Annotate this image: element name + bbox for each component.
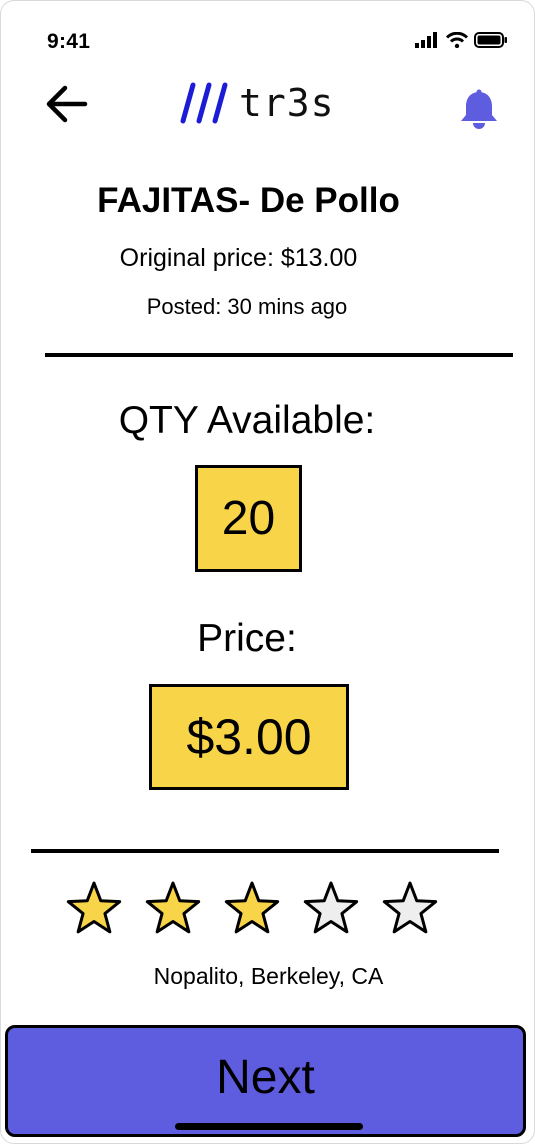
status-icons [414,32,508,48]
location-text: Nopalito, Berkeley, CA [153,963,384,989]
logo-slashes-icon [180,82,228,124]
price-label: Price: [197,617,297,660]
next-button[interactable]: Next [5,1025,526,1137]
qty-label: QTY Available: [118,399,376,442]
status-bar: 9:41 [1,1,534,71]
price-value-box: $3.00 [149,684,349,790]
next-button-label: Next [216,1050,315,1104]
qty-value-box: 20 [195,465,302,572]
notifications-button[interactable] [457,89,501,131]
wifi-icon [446,32,468,48]
signal-icon [415,32,437,48]
original-price: Original price: $13.00 [119,244,358,272]
home-indicator [175,1123,363,1130]
star-filled-icon[interactable] [65,879,123,937]
posted-time: Posted: 30 mins ago [146,294,348,319]
star-empty-icon[interactable] [302,879,360,937]
logo-text: tr3s [239,81,335,125]
divider [31,849,499,853]
status-time: 9:41 [47,30,91,53]
arrow-left-icon [46,85,88,123]
bell-icon [461,89,497,129]
app-logo: tr3s [179,79,335,127]
back-button[interactable] [43,83,91,125]
star-filled-icon[interactable] [223,879,281,937]
divider [45,353,513,357]
star-empty-icon[interactable] [381,879,439,937]
star-rating [65,879,439,937]
battery-icon [474,32,507,48]
star-filled-icon[interactable] [144,879,202,937]
item-title: FAJITAS- De Pollo [97,181,400,220]
